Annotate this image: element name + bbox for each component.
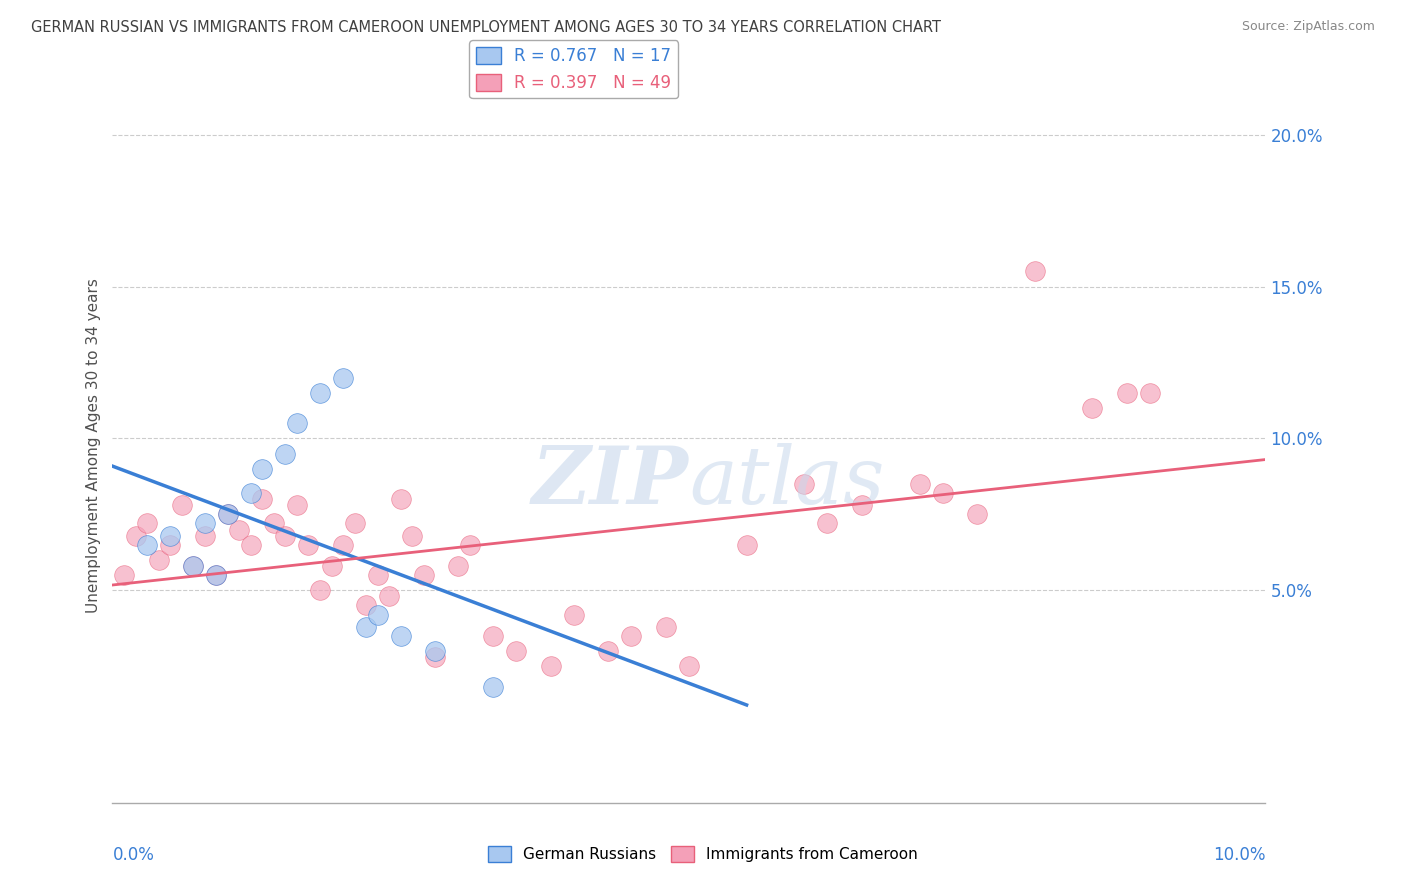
Point bbox=[401, 528, 423, 542]
Point bbox=[851, 498, 873, 512]
Point bbox=[482, 681, 505, 695]
Point bbox=[425, 650, 447, 665]
Text: ZIP: ZIP bbox=[531, 443, 689, 520]
Point bbox=[309, 385, 332, 400]
Point bbox=[285, 416, 308, 430]
Point bbox=[389, 492, 412, 507]
Point bbox=[655, 620, 678, 634]
Point bbox=[112, 568, 135, 582]
Text: Source: ZipAtlas.com: Source: ZipAtlas.com bbox=[1241, 20, 1375, 33]
Point bbox=[194, 528, 217, 542]
Point bbox=[678, 659, 700, 673]
Point bbox=[966, 508, 988, 522]
Point bbox=[815, 516, 838, 531]
Legend: R = 0.767   N = 17, R = 0.397   N = 49: R = 0.767 N = 17, R = 0.397 N = 49 bbox=[470, 40, 678, 98]
Point bbox=[170, 498, 193, 512]
Point bbox=[793, 477, 815, 491]
Point bbox=[181, 558, 204, 573]
Point bbox=[263, 516, 285, 531]
Point bbox=[205, 568, 228, 582]
Text: 10.0%: 10.0% bbox=[1213, 846, 1265, 863]
Point bbox=[252, 462, 274, 476]
Point bbox=[598, 644, 620, 658]
Point bbox=[343, 516, 366, 531]
Point bbox=[136, 516, 159, 531]
Point bbox=[124, 528, 146, 542]
Point bbox=[181, 558, 204, 573]
Point bbox=[1081, 401, 1104, 415]
Point bbox=[367, 568, 389, 582]
Point bbox=[354, 599, 377, 613]
Point bbox=[217, 508, 239, 522]
Point bbox=[205, 568, 228, 582]
Text: 0.0%: 0.0% bbox=[112, 846, 155, 863]
Point bbox=[931, 486, 953, 500]
Point bbox=[540, 659, 562, 673]
Y-axis label: Unemployment Among Ages 30 to 34 years: Unemployment Among Ages 30 to 34 years bbox=[86, 278, 101, 614]
Point bbox=[1024, 264, 1046, 278]
Point bbox=[505, 644, 527, 658]
Point bbox=[239, 486, 262, 500]
Point bbox=[159, 528, 181, 542]
Point bbox=[136, 538, 159, 552]
Point bbox=[228, 523, 250, 537]
Point bbox=[447, 558, 470, 573]
Point bbox=[239, 538, 262, 552]
Point bbox=[148, 553, 170, 567]
Point bbox=[412, 568, 434, 582]
Point bbox=[309, 583, 332, 598]
Point bbox=[562, 607, 585, 622]
Point bbox=[274, 447, 297, 461]
Point bbox=[297, 538, 319, 552]
Point bbox=[389, 629, 412, 643]
Point bbox=[332, 370, 354, 384]
Point bbox=[378, 590, 401, 604]
Point bbox=[217, 508, 239, 522]
Point bbox=[1116, 385, 1139, 400]
Point bbox=[908, 477, 931, 491]
Point bbox=[285, 498, 308, 512]
Point bbox=[458, 538, 481, 552]
Point bbox=[332, 538, 354, 552]
Point bbox=[735, 538, 758, 552]
Point bbox=[425, 644, 447, 658]
Legend: German Russians, Immigrants from Cameroon: German Russians, Immigrants from Cameroo… bbox=[482, 840, 924, 868]
Point bbox=[159, 538, 181, 552]
Text: atlas: atlas bbox=[689, 443, 884, 520]
Point bbox=[252, 492, 274, 507]
Point bbox=[367, 607, 389, 622]
Text: GERMAN RUSSIAN VS IMMIGRANTS FROM CAMEROON UNEMPLOYMENT AMONG AGES 30 TO 34 YEAR: GERMAN RUSSIAN VS IMMIGRANTS FROM CAMERO… bbox=[31, 20, 941, 35]
Point bbox=[620, 629, 643, 643]
Point bbox=[321, 558, 343, 573]
Point bbox=[1139, 385, 1161, 400]
Point bbox=[354, 620, 377, 634]
Point bbox=[482, 629, 505, 643]
Point bbox=[194, 516, 217, 531]
Point bbox=[274, 528, 297, 542]
